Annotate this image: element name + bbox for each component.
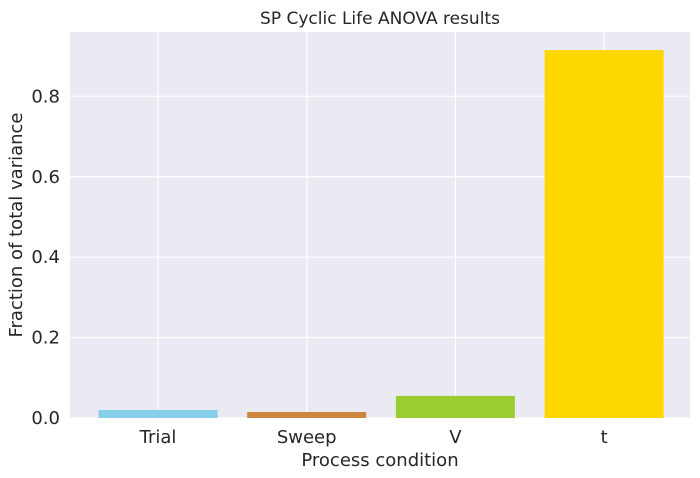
bar-t — [544, 50, 664, 418]
x-axis-label: Process condition — [301, 450, 458, 471]
y-tick-label: 0.8 — [31, 86, 60, 107]
y-tick-label: 0.6 — [31, 167, 60, 188]
x-tick-label: Sweep — [277, 427, 337, 448]
chart-title: SP Cyclic Life ANOVA results — [260, 9, 500, 29]
x-tick-label: Trial — [139, 427, 177, 448]
y-tick-label: 0.4 — [31, 247, 60, 268]
y-tick-labels: 0.0 0.2 0.4 0.6 0.8 — [31, 86, 60, 429]
bar-sweep — [247, 411, 367, 418]
bar-v — [395, 395, 515, 418]
x-tick-label: t — [601, 427, 608, 448]
y-axis-label: Fraction of total variance — [6, 112, 27, 337]
bar-trial — [98, 409, 218, 418]
y-tick-label: 0.0 — [31, 408, 60, 429]
bars — [98, 50, 664, 418]
x-tick-label: V — [449, 427, 462, 448]
y-tick-label: 0.2 — [31, 328, 60, 349]
